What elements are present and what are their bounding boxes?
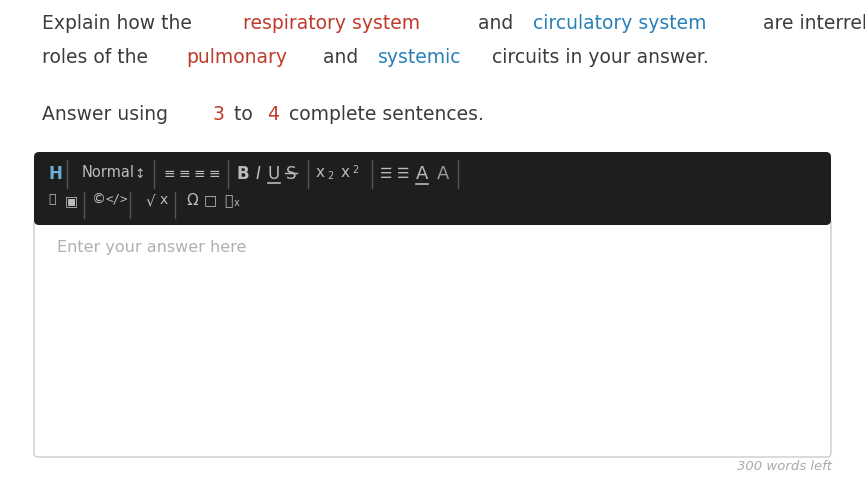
Text: Ω: Ω [186, 193, 198, 208]
Text: Ⲩ: Ⲩ [224, 194, 232, 208]
Text: </>: </> [106, 193, 128, 206]
Text: and: and [471, 14, 519, 33]
Text: ≡: ≡ [163, 167, 175, 181]
Text: Enter your answer here: Enter your answer here [57, 240, 247, 255]
Text: are interrelated. Discuss the: are interrelated. Discuss the [757, 14, 865, 33]
Text: Answer using: Answer using [42, 105, 174, 124]
Text: A: A [437, 165, 449, 183]
Text: Explain how the: Explain how the [42, 14, 198, 33]
FancyBboxPatch shape [34, 219, 831, 457]
Text: ↕: ↕ [135, 168, 145, 181]
Text: ©: © [91, 193, 105, 207]
Text: ▣: ▣ [64, 194, 78, 208]
Text: ☰: ☰ [397, 167, 409, 181]
Text: complete sentences.: complete sentences. [283, 105, 484, 124]
Text: 2: 2 [327, 171, 333, 181]
Text: systemic: systemic [378, 48, 461, 67]
Text: ≡: ≡ [193, 167, 205, 181]
Text: ≡: ≡ [208, 167, 220, 181]
Text: x: x [160, 193, 169, 207]
Text: ≡: ≡ [178, 167, 189, 181]
Text: Normal: Normal [81, 165, 134, 180]
Text: 3: 3 [212, 105, 224, 124]
Text: circulatory system: circulatory system [533, 14, 706, 33]
Text: x: x [234, 198, 240, 208]
Text: respiratory system: respiratory system [243, 14, 420, 33]
Text: 300 words left: 300 words left [737, 460, 832, 473]
Text: roles of the: roles of the [42, 48, 154, 67]
Text: 4: 4 [267, 105, 279, 124]
Text: A: A [416, 165, 428, 183]
Text: H: H [48, 165, 62, 183]
Text: I: I [255, 165, 260, 183]
Text: and: and [317, 48, 364, 67]
Text: U: U [268, 165, 280, 183]
Text: 2: 2 [352, 165, 358, 175]
Text: x: x [341, 165, 349, 180]
Text: ☰: ☰ [380, 167, 392, 181]
Text: □: □ [203, 193, 216, 207]
FancyBboxPatch shape [34, 152, 831, 225]
Text: B: B [237, 165, 249, 183]
Text: pulmonary: pulmonary [187, 48, 287, 67]
Text: √: √ [145, 193, 155, 208]
Text: x: x [316, 165, 324, 180]
Text: to: to [227, 105, 259, 124]
Text: circuits in your answer.: circuits in your answer. [485, 48, 708, 67]
Text: S: S [285, 165, 296, 183]
Text: 🔗: 🔗 [48, 193, 55, 206]
